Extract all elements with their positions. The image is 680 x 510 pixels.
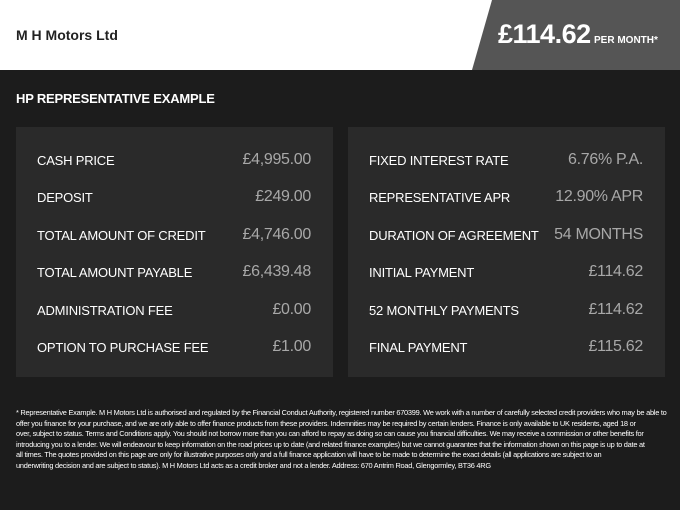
row-value: 6.76% P.A.	[568, 151, 643, 168]
finance-row: FIXED INTEREST RATE 6.76% P.A.	[369, 151, 643, 171]
footnote-line: * Representative Example. M H Motors Ltd…	[16, 408, 667, 417]
monthly-price: £114.62	[498, 19, 591, 49]
row-label: TOTAL AMOUNT PAYABLE	[37, 265, 193, 281]
row-value: £114.62	[588, 263, 643, 281]
footnote-line: underwriting decision and are subject to…	[16, 460, 491, 470]
footnote-line: offer you finance for your purchase, and…	[16, 418, 636, 428]
row-value: £249.00	[255, 188, 311, 206]
row-label: FIXED INTEREST RATE	[369, 153, 509, 168]
finance-row: CASH PRICE £4,995.00	[37, 151, 311, 171]
right-panel: FIXED INTEREST RATE 6.76% P.A. REPRESENTAT…	[348, 127, 665, 377]
row-value: £4,995.00	[242, 151, 312, 168]
row-value: 12.90% APR	[555, 188, 643, 206]
footnote-line: over, subject to status. Terms and Condi…	[16, 429, 644, 439]
row-label: TOTAL AMOUNT OF CREDIT	[37, 227, 206, 243]
finance-row: 52 MONTHLY PAYMENTS £114.62	[369, 301, 643, 321]
finance-row: TOTAL AMOUNT PAYABLE £6,439.48	[37, 263, 311, 283]
price-banner-shape	[472, 0, 680, 70]
price-banner	[472, 0, 680, 70]
finance-row: FINAL PAYMENT £115.62	[369, 338, 643, 358]
row-label: OPTION TO PURCHASE FEE	[37, 340, 209, 355]
row-value: £4,746.00	[242, 225, 312, 243]
finance-row: REPRESENTATIVE APR 12.90% APR	[369, 188, 643, 208]
row-value: £0.00	[272, 300, 311, 318]
row-value: £114.62	[588, 300, 643, 318]
left-panel: CASH PRICE £4,995.00 DEPOSIT £249.00 TOTAL A…	[16, 127, 333, 377]
footnote-line: all times. The quotes provided on this p…	[16, 450, 602, 460]
row-value: 54 MONTHS	[554, 225, 643, 243]
section-title: HP REPRESENTATIVE EXAMPLE	[16, 91, 215, 106]
finance-row: TOTAL AMOUNT OF CREDIT £4,746.00	[37, 226, 311, 246]
price-suffix: PER MONTH*	[594, 35, 658, 46]
row-label: REPRESENTATIVE APR	[369, 190, 511, 206]
row-label: ADMINISTRATION FEE	[37, 302, 173, 318]
row-label: INITIAL PAYMENT	[369, 265, 475, 281]
row-label: CASH PRICE	[37, 153, 115, 168]
row-label: DEPOSIT	[37, 190, 93, 206]
row-value: £6,439.48	[242, 263, 312, 281]
footnote-line: introducing you to a lender. We will end…	[16, 439, 645, 449]
row-label: DURATION OF AGREEMENT	[369, 227, 539, 243]
dealer-name: M H Motors Ltd	[16, 27, 118, 43]
footnote: * Representative Example. M H Motors Ltd…	[16, 408, 667, 472]
finance-row: INITIAL PAYMENT £114.62	[369, 263, 643, 283]
finance-row: OPTION TO PURCHASE FEE £1.00	[37, 338, 311, 358]
finance-row: ADMINISTRATION FEE £0.00	[37, 301, 311, 321]
row-value: £115.62	[588, 338, 643, 355]
finance-row: DURATION OF AGREEMENT 54 MONTHS	[369, 226, 643, 246]
finance-row: DEPOSIT £249.00	[37, 188, 311, 208]
row-value: £1.00	[272, 338, 311, 355]
row-label: 52 MONTHLY PAYMENTS	[369, 302, 519, 318]
row-label: FINAL PAYMENT	[369, 340, 468, 355]
